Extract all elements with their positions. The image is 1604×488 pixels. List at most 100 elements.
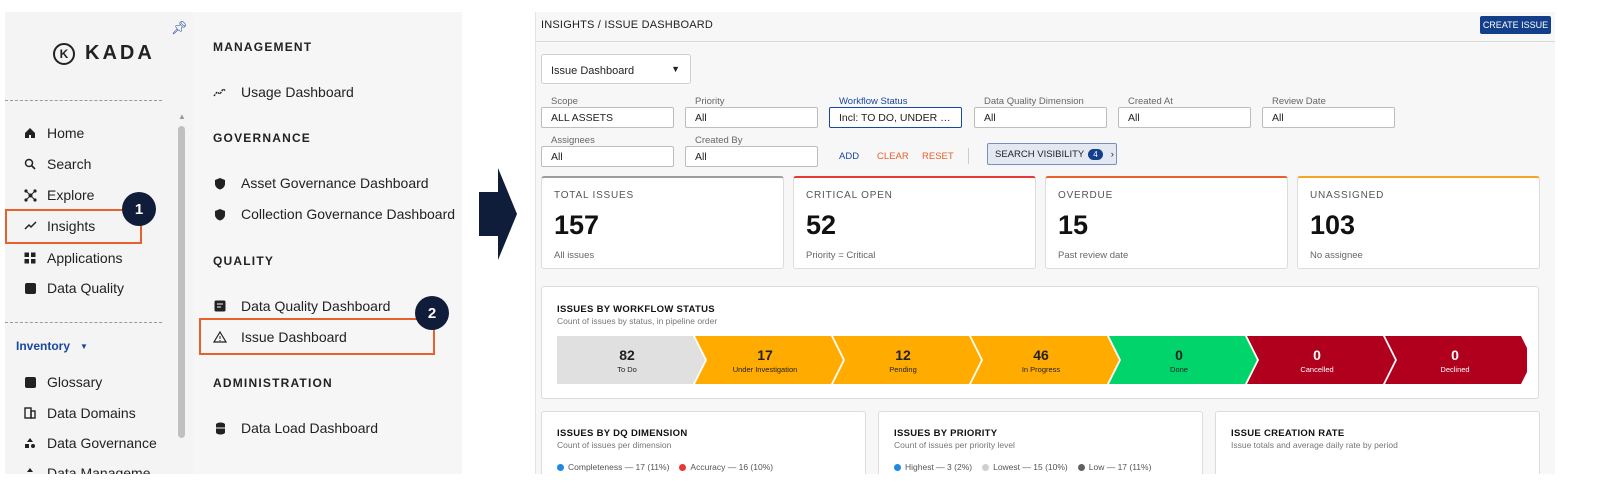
filter-value[interactable]: Incl: TO DO, UNDER INVESTIGATION, PENDIN… xyxy=(829,107,962,128)
menu-asset-governance-dashboard[interactable]: Asset Governance Dashboard xyxy=(213,175,429,191)
stage-done[interactable]: 0 Done xyxy=(1109,336,1249,384)
data-governance-icon xyxy=(23,436,37,450)
nav-item-search[interactable]: Search xyxy=(23,156,91,172)
card-subtitle: Count of issues per dimension xyxy=(557,440,672,450)
stage-to-do[interactable]: 82 To Do xyxy=(557,336,697,384)
filter-value[interactable]: All xyxy=(685,107,818,128)
stage-under-investigation[interactable]: 17 Under Investigation xyxy=(695,336,835,384)
filter-assignees[interactable]: Assignees All xyxy=(541,135,674,167)
filter-label: Priority xyxy=(695,96,725,107)
search-visibility-button[interactable]: SEARCH VISIBILITY 4 › xyxy=(987,143,1117,165)
stage-value: 82 xyxy=(619,346,635,363)
filter-created-at[interactable]: Created At All xyxy=(1118,96,1251,128)
legend-item: Accuracy — 16 (10%) xyxy=(679,462,773,472)
add-filter-button[interactable]: ADD xyxy=(839,151,860,162)
stage-cancelled[interactable]: 0 Cancelled xyxy=(1247,336,1387,384)
filter-scope[interactable]: Scope ALL ASSETS xyxy=(541,96,674,128)
stage-label: Pending xyxy=(889,364,917,374)
nav-item-applications[interactable]: Applications xyxy=(23,250,123,266)
card-subtitle: Count of issues by status, in pipeline o… xyxy=(557,316,718,326)
filter-label: Workflow Status xyxy=(839,96,908,107)
nav-item-data-management[interactable]: Data Manageme xyxy=(23,465,151,474)
stage-declined[interactable]: 0 Declined xyxy=(1385,336,1525,384)
stage-label: Under Investigation xyxy=(732,364,798,374)
nav-scrollbar[interactable]: ▲ xyxy=(177,112,187,452)
nav-item-home[interactable]: Home xyxy=(23,125,84,141)
kpi-subtitle: Priority = Critical xyxy=(806,250,876,261)
explore-icon xyxy=(23,188,37,202)
stage-value: 0 xyxy=(1175,346,1183,363)
menu-usage-dashboard[interactable]: Usage Dashboard xyxy=(213,84,354,100)
divider xyxy=(5,100,162,101)
filter-label: Created By xyxy=(695,135,743,146)
filter-label: Scope xyxy=(551,96,578,107)
stage-label: Done xyxy=(1170,364,1188,374)
nav-item-insights[interactable]: Insights xyxy=(23,218,95,234)
applications-icon xyxy=(23,251,37,265)
kpi-label: OVERDUE xyxy=(1058,190,1114,201)
menu-label: Usage Dashboard xyxy=(241,84,354,100)
kpi-label: TOTAL ISSUES xyxy=(554,190,634,201)
stage-in-progress[interactable]: 46 In Progress xyxy=(971,336,1111,384)
divider xyxy=(968,148,969,164)
filter-review-date[interactable]: Review Date All xyxy=(1262,96,1395,128)
filter-value[interactable]: All xyxy=(541,146,674,167)
filter-value[interactable]: All xyxy=(974,107,1107,128)
inventory-toggle[interactable]: Inventory ▼ xyxy=(16,339,88,353)
menu-label: Collection Governance Dashboard xyxy=(241,206,456,222)
card-subtitle: Issue totals and average daily rate by p… xyxy=(1231,440,1398,450)
select-value: Issue Dashboard xyxy=(551,65,635,77)
filter-value[interactable]: ALL ASSETS xyxy=(541,107,674,128)
filter-priority[interactable]: Priority All xyxy=(685,96,818,128)
legend-item: Lowest — 15 (10%) xyxy=(982,462,1068,472)
nav-item-data-quality[interactable]: Data Quality xyxy=(23,280,124,296)
nav-item-glossary[interactable]: Glossary xyxy=(23,374,102,390)
menu-data-load-dashboard[interactable]: Data Load Dashboard xyxy=(213,420,378,436)
priority-card: ISSUES BY PRIORITY Count of issues per p… xyxy=(878,411,1203,474)
filter-workflow-status[interactable]: Workflow Status Incl: TO DO, UNDER INVES… xyxy=(829,96,962,128)
clear-filters-button[interactable]: CLEAR xyxy=(877,151,909,162)
stage-label: In Progress xyxy=(1021,364,1061,374)
nav-item-data-domains[interactable]: Data Domains xyxy=(23,405,136,421)
kpi-subtitle: Past review date xyxy=(1058,250,1129,261)
filter-created-by[interactable]: Created By All xyxy=(685,135,818,167)
pipeline-shapes xyxy=(557,336,1527,384)
filter-value[interactable]: All xyxy=(685,146,818,167)
stage-pending[interactable]: 12 Pending xyxy=(833,336,973,384)
priority-legend: Highest — 3 (2%) Lowest — 15 (10%) Low —… xyxy=(894,462,1151,472)
nav-item-explore[interactable]: Explore xyxy=(23,187,94,203)
menu-collection-governance-dashboard[interactable]: Collection Governance Dashboard xyxy=(213,206,455,222)
dashboard-view-select[interactable]: Issue Dashboard ▼ xyxy=(541,54,691,84)
menu-data-quality-dashboard[interactable]: Data Quality Dashboard xyxy=(213,298,390,314)
nav-item-label: Insights xyxy=(47,218,96,234)
nav-item-label: Explore xyxy=(47,187,95,203)
chevron-right-icon: › xyxy=(1110,148,1114,160)
stage-label: Declined xyxy=(1440,364,1470,374)
kpi-subtitle: All issues xyxy=(554,250,595,261)
create-issue-button[interactable]: CREATE ISSUE xyxy=(1480,16,1551,34)
reset-filters-button[interactable]: RESET xyxy=(922,151,954,162)
trend-icon xyxy=(213,85,227,99)
search-visibility-count: 4 xyxy=(1088,148,1103,160)
logo-text: KADA xyxy=(85,42,155,64)
pipeline-stage-shape xyxy=(971,336,1119,384)
chevron-down-icon: ▼ xyxy=(80,341,88,351)
nav-item-data-governance[interactable]: Data Governance xyxy=(23,435,157,451)
scroll-thumb[interactable] xyxy=(178,126,185,438)
creation-rate-card: ISSUE CREATION RATE Issue totals and ave… xyxy=(1215,411,1540,474)
nav-item-label: Glossary xyxy=(47,374,103,390)
filter-value[interactable]: All xyxy=(1262,107,1395,128)
stage-label: To Do xyxy=(617,364,637,374)
inventory-label: Inventory xyxy=(16,339,71,353)
scroll-up-icon[interactable]: ▲ xyxy=(178,112,186,121)
pin-icon[interactable]: 📌︎ xyxy=(171,20,188,35)
filter-label: Created At xyxy=(1128,96,1173,107)
issue-dashboard-panel: INSIGHTS / ISSUE DASHBOARD CREATE ISSUE … xyxy=(535,12,1555,474)
menu-issue-dashboard[interactable]: Issue Dashboard xyxy=(213,329,347,345)
filter-value[interactable]: All xyxy=(1118,107,1251,128)
search-icon xyxy=(23,157,37,171)
kada-logo: K KADA xyxy=(53,42,155,65)
card-subtitle: Count of issues per priority level xyxy=(894,440,1015,450)
filter-dq-dimension[interactable]: Data Quality Dimension All xyxy=(974,96,1107,128)
shield-icon xyxy=(213,207,227,221)
